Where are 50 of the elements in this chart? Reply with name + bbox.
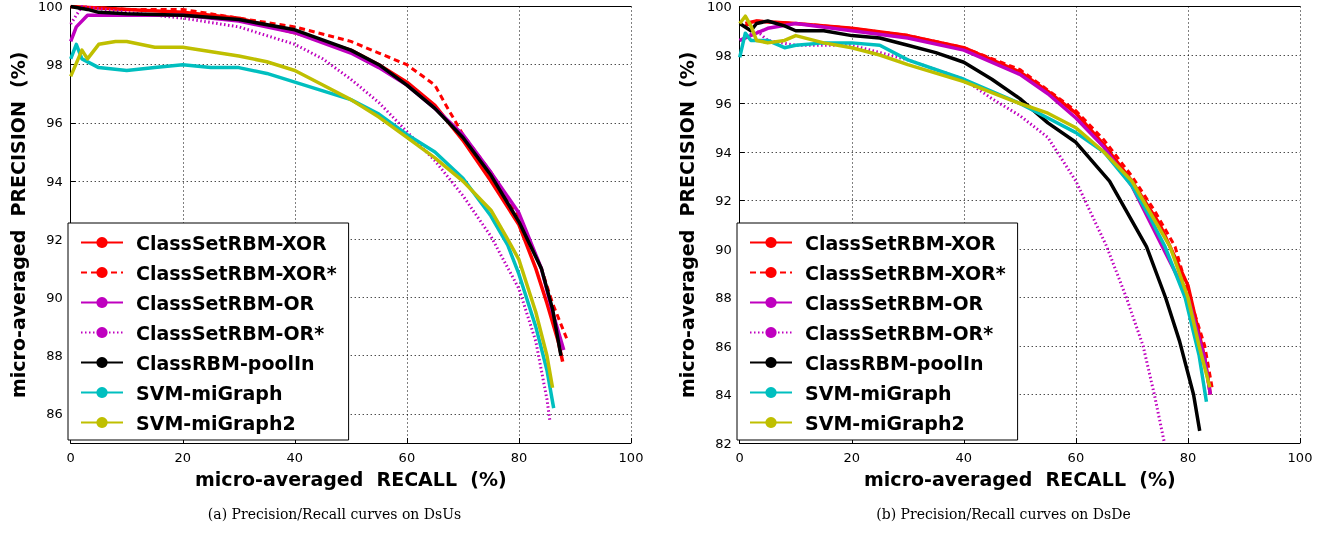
y-tick-label: 100 bbox=[37, 0, 63, 14]
x-tick-label: 80 bbox=[510, 450, 528, 465]
legend-label: ClassSetRBM-XOR* bbox=[805, 261, 1006, 284]
y-tick-label: 96 bbox=[46, 115, 63, 131]
x-tick-label: 100 bbox=[618, 450, 644, 465]
legend-label: ClassSetRBM-XOR bbox=[805, 231, 997, 254]
legend-label: ClassSetRBM-OR* bbox=[805, 321, 994, 344]
y-tick-label: 90 bbox=[46, 290, 63, 305]
y-axis-title: micro-averaged PRECISION (%) bbox=[6, 51, 29, 398]
x-tick-label: 0 bbox=[735, 450, 744, 465]
x-tick-label: 60 bbox=[398, 450, 416, 465]
legend-label: ClassSetRBM-OR* bbox=[136, 321, 325, 344]
y-tick-label: 94 bbox=[715, 144, 732, 160]
legend-label: SVM-miGraph bbox=[136, 381, 283, 404]
y-tick-label: 88 bbox=[46, 348, 63, 364]
y-tick-label: 100 bbox=[706, 0, 732, 14]
legend-label: ClassSetRBM-OR bbox=[136, 291, 315, 314]
y-tick-label: 92 bbox=[46, 231, 63, 247]
legend-label: ClassSetRBM-XOR* bbox=[136, 261, 337, 284]
x-tick-label: 40 bbox=[955, 450, 973, 465]
legend-label: ClassRBM-poolIn bbox=[136, 351, 315, 374]
y-tick-label: 96 bbox=[715, 96, 732, 111]
legend-label: SVM-miGraph2 bbox=[805, 411, 965, 434]
y-tick-label: 94 bbox=[46, 173, 63, 189]
x-tick-label: 60 bbox=[1067, 450, 1085, 465]
x-tick-label: 0 bbox=[66, 450, 75, 465]
text: (a) Precision/Recall curves on DsUs bbox=[207, 506, 462, 522]
x-tick-label: 100 bbox=[1287, 450, 1313, 465]
y-axis-title: micro-averaged PRECISION (%) bbox=[675, 51, 698, 398]
text: (b) Precision/Recall curves on DsDe bbox=[876, 506, 1131, 522]
legend-label: ClassSetRBM-OR bbox=[805, 291, 984, 314]
y-tick-label: 86 bbox=[715, 338, 732, 354]
legend-label: ClassRBM-poolIn bbox=[805, 351, 984, 374]
legend-label: SVM-miGraph2 bbox=[136, 411, 296, 434]
y-tick-label: 98 bbox=[715, 47, 732, 63]
x-tick-label: 20 bbox=[174, 450, 192, 465]
x-axis-title: micro-averaged RECALL (%) bbox=[195, 467, 507, 490]
y-tick-label: 98 bbox=[46, 57, 63, 73]
legend-label: SVM-miGraph bbox=[805, 381, 952, 404]
x-axis-title: micro-averaged RECALL (%) bbox=[864, 467, 1176, 490]
y-tick-label: 86 bbox=[46, 406, 63, 422]
y-tick-label: 88 bbox=[715, 290, 732, 305]
x-tick-label: 80 bbox=[1179, 450, 1197, 465]
y-tick-label: 92 bbox=[715, 193, 732, 208]
y-tick-label: 84 bbox=[715, 387, 732, 402]
legend-label: ClassSetRBM-XOR bbox=[136, 231, 328, 254]
x-tick-label: 20 bbox=[843, 450, 861, 465]
x-tick-label: 40 bbox=[286, 450, 304, 465]
y-tick-label: 90 bbox=[715, 241, 732, 257]
y-tick-label: 82 bbox=[715, 435, 732, 451]
